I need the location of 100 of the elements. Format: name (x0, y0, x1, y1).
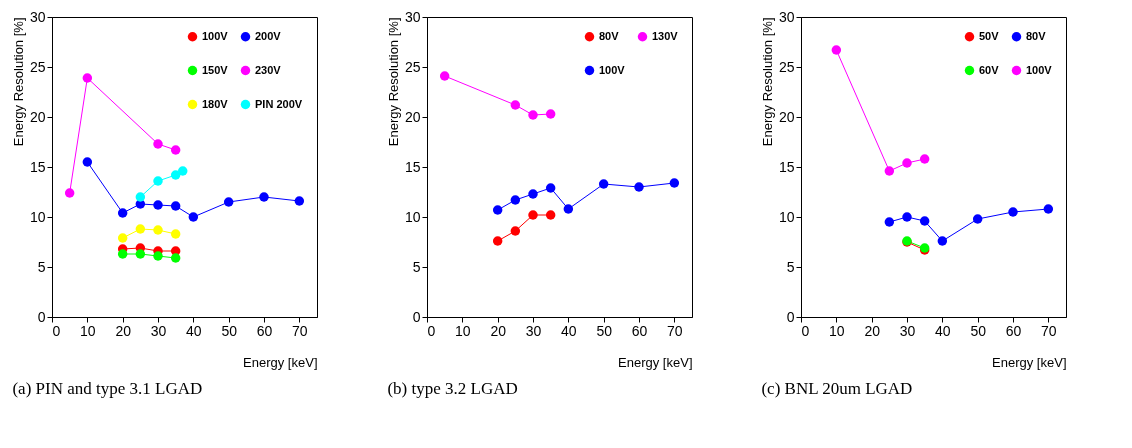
x-tick-label: 30 (150, 322, 167, 339)
y-tick-label: 0 (412, 308, 421, 325)
legend-label: 100V (202, 29, 229, 42)
x-axis-title: Energy [keV] (243, 354, 318, 370)
y-tick-label: 10 (404, 208, 421, 225)
x-axis-title: Energy [keV] (992, 354, 1067, 370)
y-axis-title: Energy Resolution [%] (10, 17, 26, 147)
point (153, 225, 163, 235)
point (135, 224, 146, 234)
y-tick-label: 15 (779, 158, 796, 175)
x-tick-label: 40 (935, 322, 952, 339)
point (153, 139, 163, 149)
point (177, 166, 188, 176)
legend-label: 50V (979, 29, 1000, 42)
legend-label: 80V (598, 29, 619, 42)
y-axis-title: Energy Resolution [%] (385, 17, 401, 147)
point (170, 170, 181, 180)
y-tick-label: 0 (787, 308, 796, 325)
y-tick-label: 20 (29, 108, 46, 125)
y-tick-label: 30 (29, 8, 46, 25)
y-tick-label: 5 (37, 258, 46, 275)
x-tick-label: 50 (596, 322, 612, 339)
text: (c) BNL 20um LGAD (761, 379, 913, 398)
x-tick-label: 70 (666, 322, 683, 339)
legend-label: 230V (255, 63, 282, 76)
x-tick-label: 10 (454, 322, 471, 339)
text: (b) type 3.2 LGAD (387, 379, 518, 398)
legend-label: 150V (202, 63, 229, 76)
y-tick-label: 10 (29, 208, 46, 225)
point (170, 229, 181, 239)
legend-label: PIN 200V (255, 97, 303, 110)
point (82, 73, 93, 83)
point (669, 178, 679, 188)
x-tick-label: 40 (560, 322, 577, 339)
point (170, 201, 181, 211)
point (937, 236, 948, 246)
y-axis-title: Energy Resolution [%] (760, 17, 776, 147)
point (188, 212, 199, 222)
y-tick-label: 25 (29, 58, 46, 75)
point (920, 216, 930, 226)
legend-label: 100V (598, 63, 626, 76)
point (1008, 207, 1019, 217)
point (135, 249, 146, 259)
x-tick-label: 0 (427, 322, 436, 339)
y-tick-label: 15 (29, 158, 46, 175)
point (884, 217, 895, 227)
y-tick-label: 30 (404, 8, 421, 25)
y-tick-label: 15 (404, 158, 421, 175)
point (633, 182, 644, 192)
y-tick-label: 0 (37, 308, 46, 325)
x-tick-label: 0 (52, 322, 61, 339)
y-tick-label: 20 (404, 108, 421, 125)
point (153, 251, 163, 261)
point (831, 45, 842, 55)
point (117, 249, 128, 259)
point (545, 210, 556, 220)
point (82, 157, 93, 167)
x-tick-label: 40 (186, 322, 202, 339)
y-tick-label: 25 (779, 58, 796, 75)
text: (a) PIN and type 3.1 LGAD (12, 379, 203, 398)
point (598, 179, 609, 189)
y-tick-label: 30 (779, 8, 796, 25)
y-tick-label: 20 (779, 108, 796, 125)
point (492, 205, 503, 215)
legend-label: 80V (1026, 29, 1047, 42)
point (117, 208, 128, 218)
point (510, 100, 520, 110)
point (884, 166, 895, 176)
x-axis-title: Energy [keV] (617, 354, 693, 370)
point (902, 158, 913, 168)
point (527, 210, 538, 220)
point (545, 109, 556, 119)
point (117, 233, 128, 243)
x-tick-label: 0 (801, 322, 810, 339)
legend-label: 180V (202, 97, 229, 110)
x-tick-label: 60 (256, 322, 273, 339)
point (259, 192, 269, 202)
point (170, 145, 181, 155)
point (153, 200, 163, 210)
x-tick-label: 10 (829, 322, 846, 339)
y-tick-label: 10 (779, 208, 796, 225)
point (1043, 204, 1054, 214)
point (545, 183, 556, 193)
point (223, 197, 234, 207)
point (170, 253, 181, 263)
x-tick-label: 60 (631, 322, 648, 339)
point (510, 226, 520, 236)
point (563, 204, 573, 214)
point (64, 188, 75, 198)
point (294, 196, 305, 206)
x-tick-label: 70 (1041, 322, 1058, 339)
point (902, 212, 913, 222)
point (135, 192, 146, 202)
point (439, 71, 450, 81)
x-tick-label: 60 (1006, 322, 1022, 339)
point (153, 176, 163, 186)
x-tick-label: 30 (900, 322, 916, 339)
x-tick-label: 20 (115, 322, 132, 339)
point (527, 110, 538, 120)
x-tick-label: 50 (970, 322, 987, 339)
